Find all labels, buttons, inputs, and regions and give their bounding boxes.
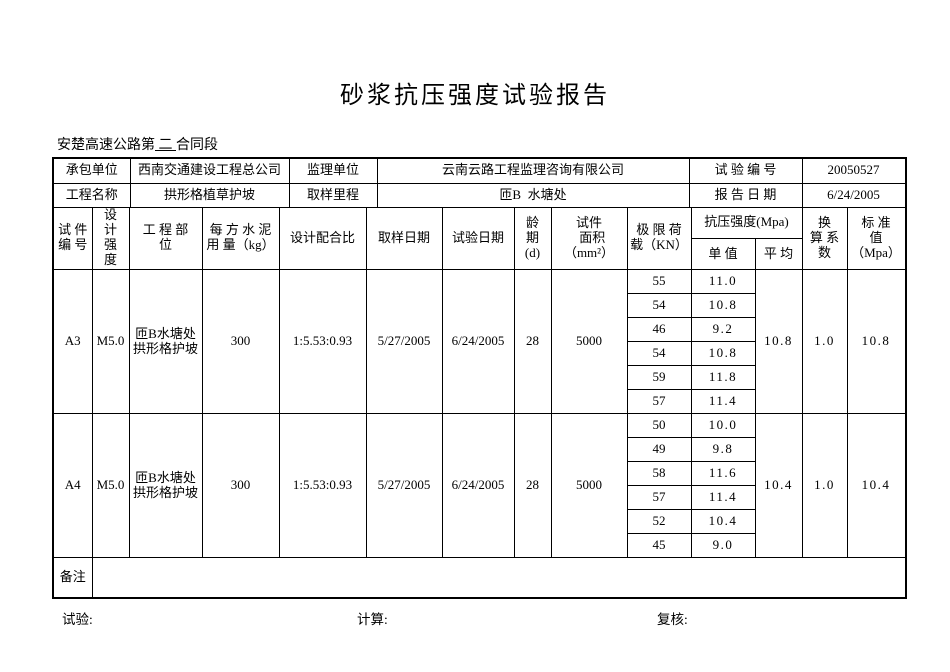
load-cell: 59 [627,365,692,390]
age-cell: 28 [514,413,552,558]
load-cell: 52 [627,509,692,534]
tester-signature-label: 试验: [62,612,93,627]
load-cell: 58 [627,461,692,486]
remark-table: 备注 [54,558,906,597]
age-cell: 28 [514,269,552,414]
single-value-cell: 10.0 [691,413,756,438]
sampling-date-cell: 5/27/2005 [366,413,443,558]
header-cement-per-m3: 每 方 水 泥 用 量（kg） [202,207,280,270]
single-value-cell: 11.4 [691,389,756,414]
sampling-date-cell: 5/27/2005 [366,269,443,414]
cement-cell: 300 [202,413,280,558]
subtitle-prefix: 安楚高速公路第 [57,138,155,153]
standard-value-cell: 10.8 [847,269,906,414]
single-value-cell: 9.0 [691,533,756,558]
report-title: 砂浆抗压强度试验报告 [340,83,610,109]
remark-value [92,558,906,597]
conversion-factor-cell: 1.0 [802,269,848,414]
header-project-part: 工 程 部 位 [129,207,203,270]
report-page: 砂浆抗压强度试验报告 安楚高速公路第 二 合同段 承包单位 西南交通建设工程总公… [0,83,950,628]
load-cell: 50 [627,413,692,438]
report-table-frame: 承包单位 西南交通建设工程总公司 监理单位 云南云路工程监理咨询有限公司 试 验… [52,157,907,599]
test-date-cell: 6/24/2005 [442,413,515,558]
info-table: 承包单位 西南交通建设工程总公司 监理单位 云南云路工程监理咨询有限公司 试 验… [54,159,906,208]
load-cell: 49 [627,437,692,462]
header-average: 平 均 [755,238,803,270]
specimen-row-a4: A4 M5.0 匝B水塘处 拱形格护坡 300 1:5.53:0.93 5/27… [54,413,906,558]
specimen-no-cell: A4 [54,413,93,558]
load-cell: 54 [627,293,692,318]
mix-ratio-cell: 1:5.53:0.93 [279,413,367,558]
header-test-date: 试验日期 [442,207,515,270]
single-value-cell: 11.6 [691,461,756,486]
sampling-mileage-label: 取样里程 [289,183,378,208]
project-name-value: 拱形格植草护坡 [130,183,290,208]
single-value-cell: 10.8 [691,341,756,366]
cement-cell: 300 [202,269,280,414]
header-conversion-factor: 换 算 系 数 [802,207,848,270]
header-age: 龄 期 (d) [514,207,552,270]
header-standard-value: 标 准 值 （Mpa） [847,207,906,270]
single-value-cell: 9.8 [691,437,756,462]
single-value-cell: 11.4 [691,485,756,510]
load-cell: 46 [627,317,692,342]
standard-value-cell: 10.4 [847,413,906,558]
header-design-strength: 设 计 强 度 [92,207,130,270]
calculator-signature-label: 计算: [357,612,388,627]
header-single-value: 单 值 [691,238,756,270]
report-date-label: 报 告 日 期 [689,183,803,208]
single-value-cell: 11.8 [691,365,756,390]
project-part-cell: 匝B水塘处 拱形格护坡 [129,269,203,414]
specimen-no-cell: A3 [54,269,93,414]
subtitle-underlined-section: 二 [155,138,176,153]
load-cell: 57 [627,389,692,414]
header-ultimate-load: 极 限 荷 载（KN） [627,207,692,270]
sampling-mileage-value: 匝B 水塘处 [377,183,690,208]
average-cell: 10.8 [755,269,803,414]
header-mix-ratio: 设计配合比 [279,207,367,270]
single-value-cell: 11.0 [691,269,756,294]
load-cell: 57 [627,485,692,510]
single-value-cell: 9.2 [691,317,756,342]
test-date-cell: 6/24/2005 [442,269,515,414]
design-strength-cell: M5.0 [92,413,130,558]
average-cell: 10.4 [755,413,803,558]
project-name-label: 工程名称 [54,183,131,208]
test-no-value: 20050527 [802,159,906,184]
area-cell: 5000 [551,269,628,414]
supervisor-label: 监理单位 [289,159,378,184]
remark-label: 备注 [54,558,93,597]
project-part-cell: 匝B水塘处 拱形格护坡 [129,413,203,558]
conversion-factor-cell: 1.0 [802,413,848,558]
header-sampling-date: 取样日期 [366,207,443,270]
results-table: 试 件 编 号 设 计 强 度 工 程 部 位 每 方 水 泥 用 量（kg） … [54,207,906,558]
test-no-label: 试 验 编 号 [689,159,803,184]
supervisor-value: 云南云路工程监理咨询有限公司 [377,159,690,184]
load-cell: 55 [627,269,692,294]
signature-line: 试验: 计算: 复核: [0,608,950,628]
report-date-value: 6/24/2005 [802,183,906,208]
mix-ratio-cell: 1:5.53:0.93 [279,269,367,414]
single-value-cell: 10.4 [691,509,756,534]
load-cell: 54 [627,341,692,366]
header-specimen-area: 试件 面积 （mm²） [551,207,628,270]
specimen-row-a3: A3 M5.0 匝B水塘处 拱形格护坡 300 1:5.53:0.93 5/27… [54,269,906,414]
subtitle-suffix: 合同段 [176,138,218,153]
reviewer-signature-label: 复核: [657,612,688,627]
contract-section-line: 安楚高速公路第 二 合同段 [57,134,950,154]
contractor-label: 承包单位 [54,159,131,184]
contractor-value: 西南交通建设工程总公司 [130,159,290,184]
single-value-cell: 10.8 [691,293,756,318]
header-specimen-no: 试 件 编 号 [54,207,93,270]
area-cell: 5000 [551,413,628,558]
header-compressive-strength: 抗压强度(Mpa) [691,207,803,239]
design-strength-cell: M5.0 [92,269,130,414]
load-cell: 45 [627,533,692,558]
